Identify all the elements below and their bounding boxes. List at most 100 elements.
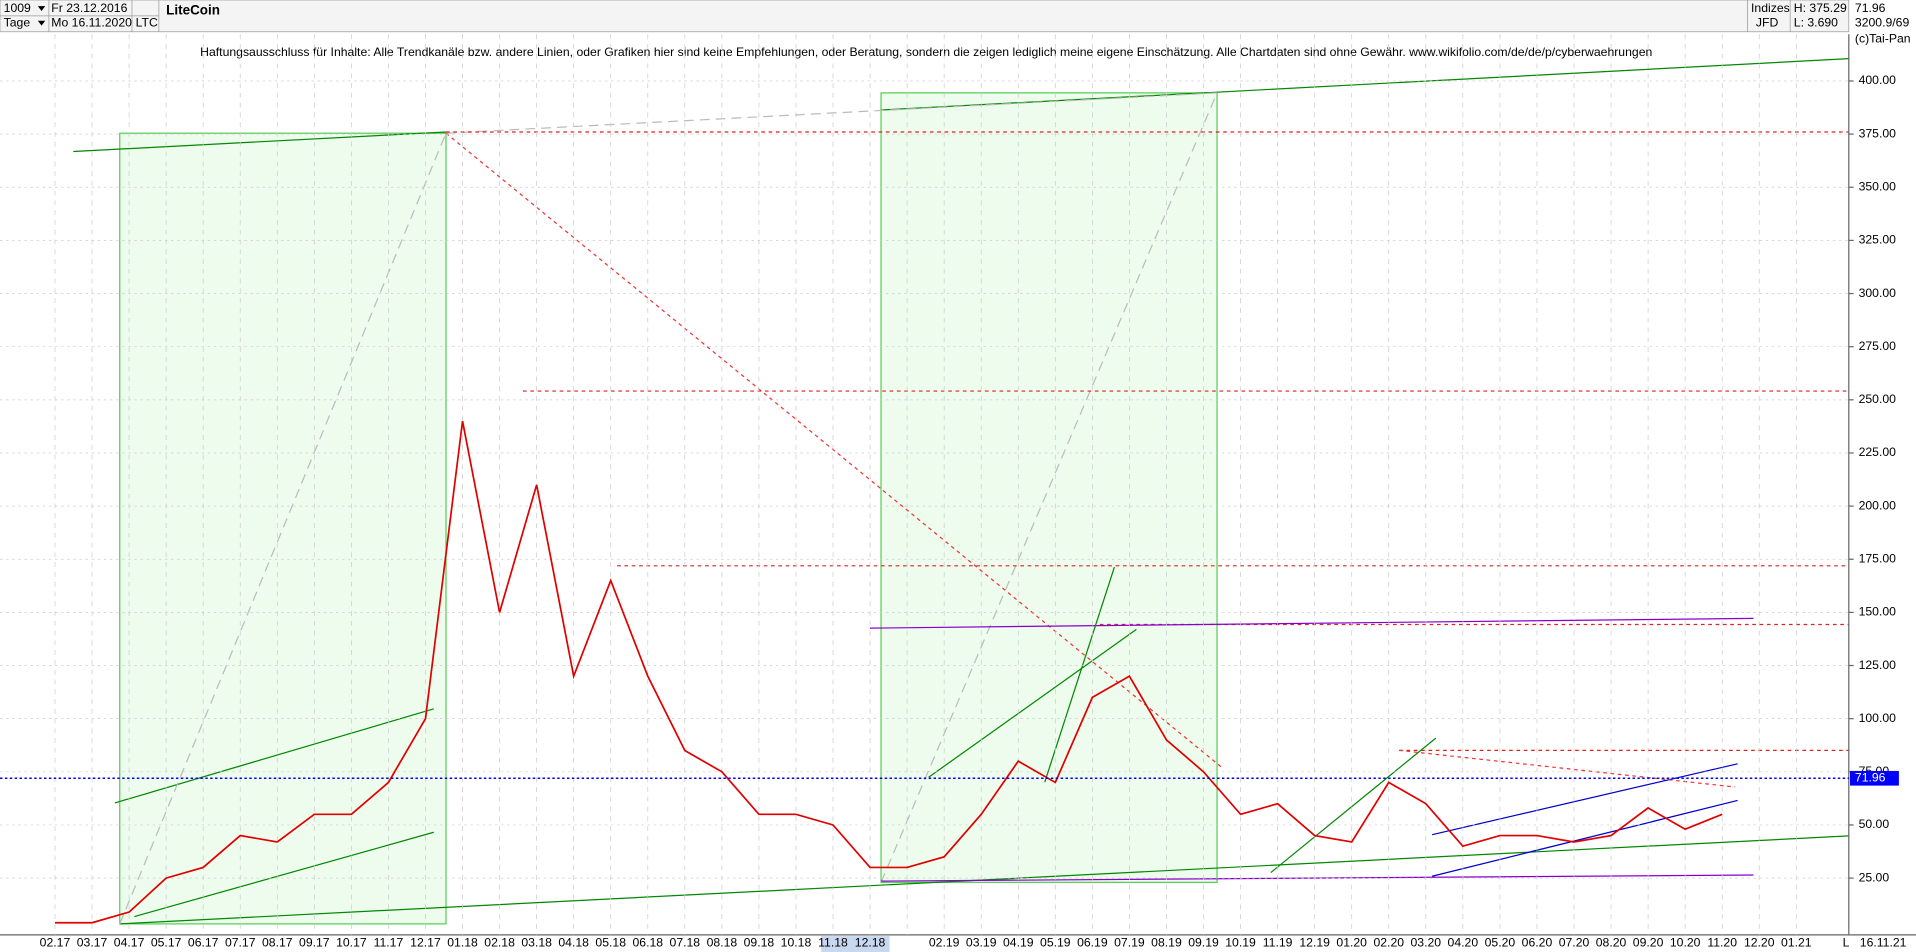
y-tick-label: 50.00 [1859, 817, 1890, 831]
trend-line [1399, 749, 1736, 788]
last-price-tag [1850, 770, 1899, 786]
x-tick-label: 04.20 [1448, 936, 1479, 950]
x-tick-label: 05.19 [1040, 936, 1071, 950]
x-tick-label: 03.20 [1411, 936, 1442, 950]
y-tick-label: 200.00 [1859, 498, 1897, 512]
header-market: Indizes [1751, 1, 1790, 15]
trend-line [73, 131, 447, 153]
x-tick-label: 05.18 [595, 936, 626, 950]
x-tick-label: 04.19 [1003, 936, 1034, 950]
trend-line [1431, 799, 1738, 877]
x-tick-label: 08.18 [707, 936, 738, 950]
x-tick-label: 10.17 [336, 936, 367, 950]
x-tick-label: 12.17 [410, 936, 441, 950]
x-tick-label: 06.19 [1077, 936, 1108, 950]
y-tick-label: 175.00 [1859, 551, 1897, 565]
trend-line [134, 831, 434, 918]
x-tick-label: 06.20 [1522, 936, 1553, 950]
x-tick-label: 11.17 [374, 936, 404, 950]
x-tick-label: 12.20 [1744, 936, 1775, 950]
y-tick-label: 250.00 [1859, 392, 1897, 406]
x-tick-label: 12.18 [855, 936, 886, 950]
diagonal [880, 92, 1218, 883]
x-tick-label: 02.17 [40, 936, 71, 950]
x-tick-label: 08.17 [262, 936, 293, 950]
last-price-label: 71.96 [1855, 770, 1886, 784]
x-tick-label: 10.19 [1225, 936, 1256, 950]
y-tick-label: 125.00 [1859, 658, 1897, 672]
y-tick-label: 325.00 [1859, 233, 1897, 247]
trend-line [928, 628, 1137, 778]
x-tick-label: 05.20 [1485, 936, 1516, 950]
x-tick-label: 11.18 [818, 936, 848, 950]
x-tick-label: 07.20 [1559, 936, 1590, 950]
header-low: L: 3.690 [1794, 15, 1838, 29]
x-tick-label: 04.18 [558, 936, 589, 950]
y-tick-label: 25.00 [1859, 870, 1890, 884]
y-tick-label: 300.00 [1859, 286, 1897, 300]
header-symbol: LTC [136, 15, 158, 29]
x-tick-label: 12.19 [1299, 936, 1330, 950]
y-tick-label: 150.00 [1859, 605, 1897, 619]
x-tick-label: 11.19 [1263, 936, 1293, 950]
header-bar [0, 0, 1850, 33]
trend-line [1044, 566, 1115, 783]
header-broker: JFD [1756, 15, 1779, 29]
price-line [54, 420, 1723, 924]
x-tick-label: 03.17 [77, 936, 108, 950]
trend-line [870, 617, 1754, 629]
header-period[interactable]: Tage [4, 15, 31, 29]
header-count[interactable]: 1009 [4, 1, 31, 15]
x-tick-label: 03.18 [521, 936, 552, 950]
trend-line [1270, 737, 1437, 874]
trend-line [881, 874, 1754, 882]
header-last: 71.96 [1855, 1, 1886, 15]
y-tick-label: 375.00 [1859, 126, 1897, 140]
x-tick-label: 04.17 [114, 936, 145, 950]
x-tick-label: 06.18 [632, 936, 663, 950]
x-tick-label: 02.18 [484, 936, 515, 950]
scale-mode[interactable]: L [1843, 936, 1850, 950]
header-high: H: 375.29 [1794, 1, 1847, 15]
x-tick-label: 09.17 [299, 936, 330, 950]
x-tick-label: 09.19 [1188, 936, 1219, 950]
y-tick-label: 275.00 [1859, 339, 1897, 353]
chart-title: LiteCoin [166, 3, 220, 18]
x-tick-label: 08.19 [1151, 936, 1182, 950]
x-tick-label: 11.20 [1707, 936, 1737, 950]
copyright: (c)Tai-Pan [1855, 31, 1911, 45]
header-info: 3200.9/69 [1855, 15, 1910, 29]
header-end-date: Mo 16.11.2020 [51, 15, 132, 29]
x-tick-label: 05.17 [151, 936, 182, 950]
trend-line [445, 132, 1223, 768]
x-tick-label: 09.20 [1633, 936, 1664, 950]
y-tick-label: 100.00 [1859, 711, 1897, 725]
x-tick-label: 07.18 [670, 936, 701, 950]
y-tick-label: 400.00 [1859, 73, 1897, 87]
x-tick-label: 10.18 [781, 936, 812, 950]
x-tick-label: 01.21 [1781, 936, 1812, 950]
x-tick-label: 06.17 [188, 936, 219, 950]
x-tick-label: 09.18 [744, 936, 775, 950]
trend-line [1431, 763, 1738, 836]
x-tick-label: 10.20 [1670, 936, 1701, 950]
disclaimer: Haftungsausschluss für Inhalte: Alle Tre… [200, 45, 1652, 59]
dropdown-arrow [37, 20, 46, 26]
y-tick-label: 225.00 [1859, 445, 1897, 459]
x-tick-label: 07.19 [1114, 936, 1145, 950]
axis-date: 16.11.21 [1860, 936, 1907, 950]
header-start-date: Fr 23.12.2016 [51, 1, 127, 15]
x-tick-label: 08.20 [1596, 936, 1627, 950]
x-tick-label: 07.17 [225, 936, 256, 950]
diagonal [445, 92, 1218, 134]
x-highlight [821, 936, 890, 952]
x-tick-label: 02.19 [929, 936, 960, 950]
analysis-box [119, 132, 447, 925]
x-tick-label: 01.18 [447, 936, 478, 950]
trend-line [114, 708, 434, 804]
x-tick-label: 01.20 [1336, 936, 1367, 950]
dropdown-arrow [37, 6, 46, 11]
